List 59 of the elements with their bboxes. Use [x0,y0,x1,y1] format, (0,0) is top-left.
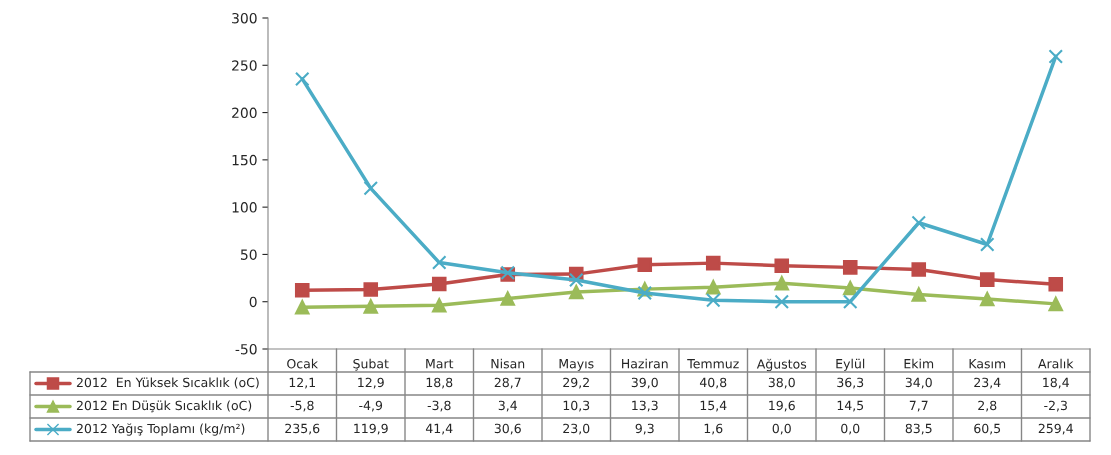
y-tick-label: 300 [232,12,257,24]
data-label: 29,2 [563,377,589,389]
data-label: 14,5 [837,400,864,412]
data-label: 12,9 [358,377,384,389]
x-tick-label: Mart [426,359,454,369]
data-label: 34,0 [905,377,932,389]
legend-label: 2012 En Yüksek Sıcaklık (oC) [76,377,259,389]
data-label: 1,6 [704,423,723,435]
data-label: 39,0 [631,377,658,389]
x-tick-label: Nisan [491,358,525,369]
y-tick-label: 150 [232,154,257,166]
data-label: 23,0 [563,423,590,435]
data-label: 30,6 [494,423,521,435]
data-label: 13,3 [632,400,658,412]
data-label: 9,3 [635,423,654,435]
y-tick-label: -50 [235,343,257,355]
y-tick-label: 50 [240,249,257,260]
y-tick-label: 0 [249,296,257,308]
data-label: 18,4 [1043,377,1069,389]
data-label: 36,3 [837,377,864,389]
data-label: -2,3 [1044,400,1067,412]
data-label: 10,3 [563,400,590,412]
x-tick-label: Ocak [287,358,319,369]
data-label: 38,0 [768,377,795,389]
x-tick-label: Haziran [622,358,668,369]
data-label: 7,7 [909,400,928,412]
data-label: 40,8 [699,377,727,389]
data-label: -3,8 [427,400,451,412]
y-tick-label: 250 [232,60,257,71]
x-tick-label: Kasım [969,359,1006,369]
data-label: 23,4 [974,377,1001,389]
x-tick-label: Şubat [353,358,389,371]
data-label: 19,6 [769,400,795,412]
data-label: 2,8 [978,400,997,412]
x-tick-label: Aralık [1038,358,1074,369]
data-label: 259,4 [1038,423,1073,435]
data-label: 28,7 [494,377,521,389]
x-tick-label: Ekim [904,358,934,369]
data-label: 0,0 [841,423,860,435]
y-tick-label: 200 [232,107,257,119]
x-tick-label: Mayıs [559,359,594,371]
data-label: 119,9 [354,423,388,435]
x-tick-label: Ağustos [756,358,807,372]
data-label: 60,5 [974,423,1001,435]
data-label: 83,5 [905,423,932,435]
data-label: -5,8 [290,400,314,412]
legend-label: 2012 Yağış Toplamı (kg/m²) [76,423,245,436]
x-tick-label: Temmuz [687,359,739,369]
data-label: -4,9 [359,400,383,412]
x-tick-label: Eylül [836,358,865,371]
data-label: 15,4 [700,400,727,412]
data-label: 3,4 [498,400,517,412]
data-label: 12,1 [289,377,316,389]
data-label: 0,0 [772,423,791,435]
data-label: 18,8 [426,377,453,389]
data-label: 41,4 [425,423,453,435]
data-label: 235,6 [285,423,320,435]
y-tick-label: 100 [232,202,257,213]
legend-label: 2012 En Düşük Sıcaklık (oC) [76,400,252,413]
